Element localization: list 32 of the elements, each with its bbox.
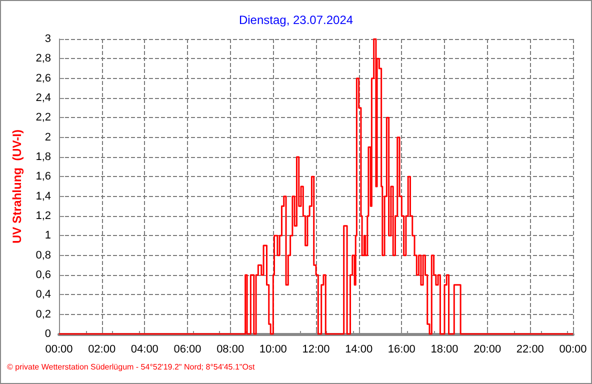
x-tick-label: 02:00: [88, 344, 116, 356]
x-tick-label: 04:00: [130, 344, 158, 356]
x-tick-label: 20:00: [474, 344, 502, 356]
x-tick-label: 10:00: [259, 344, 287, 356]
y-tick-label: 0,8: [36, 249, 51, 262]
y-tick-label: 0,4: [36, 288, 51, 301]
x-tick-label: 14:00: [345, 344, 373, 356]
y-tick-label: 0: [44, 328, 51, 340]
x-tick-label: 12:00: [302, 344, 330, 356]
y-tick-label: 3: [44, 33, 51, 45]
x-tick-label: 08:00: [216, 344, 244, 356]
y-tick-label: 1,6: [36, 170, 51, 183]
x-tick-label: 00:00: [559, 344, 587, 356]
y-tick-label: 2,6: [36, 72, 51, 84]
y-tick-label: 1: [44, 230, 51, 242]
y-tick-label: 0,6: [36, 269, 51, 281]
y-tick-label: 2,2: [36, 112, 51, 124]
y-axis-title: UV Strahlung (UV-I): [10, 129, 24, 244]
x-tick-label: 18:00: [430, 344, 458, 356]
y-tick-label: 0,2: [36, 308, 51, 320]
x-tick-label: 16:00: [388, 344, 416, 356]
y-tick-label: 1,4: [36, 190, 51, 202]
y-tick-label: 1,8: [36, 151, 51, 163]
x-tick-label: 06:00: [174, 344, 202, 356]
text: © private Wetterstation Süderlügum - 54°52'19.2" Nord; 8°54'45.1"Ost: [7, 362, 256, 372]
y-tick-label: 2,4: [36, 92, 51, 104]
y-tick-label: 1,2: [36, 210, 51, 222]
x-tick-label: 00:00: [45, 344, 73, 356]
x-tick-label: 22:00: [516, 344, 544, 356]
y-tick-label: 2: [44, 131, 51, 144]
y-tick-label: 2,8: [36, 52, 51, 65]
chart-title: Dienstag, 23.07.2024: [238, 13, 354, 27]
